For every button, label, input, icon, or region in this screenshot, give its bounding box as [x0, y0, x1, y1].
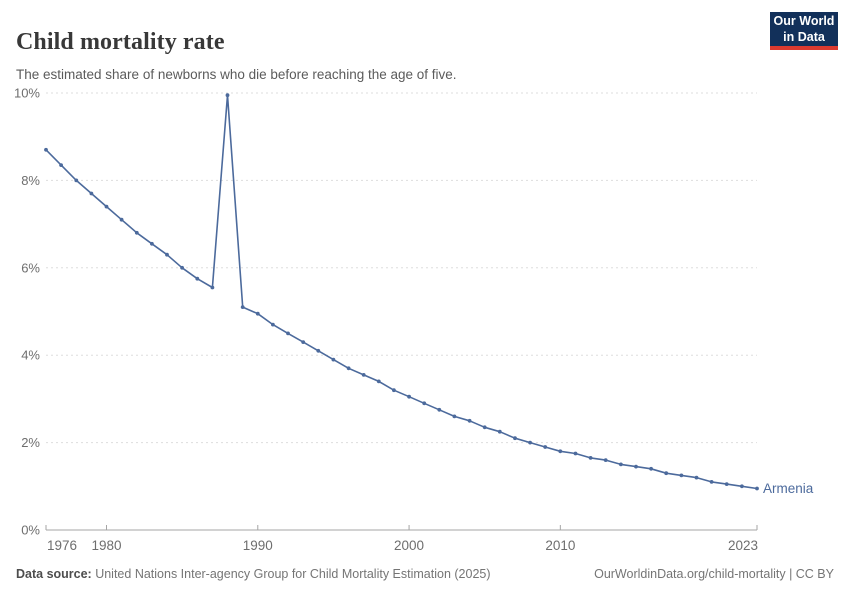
data-point-marker — [74, 178, 79, 183]
data-point-marker — [679, 473, 684, 478]
owid-logo-line1: Our World — [773, 13, 835, 28]
data-point-marker — [709, 480, 714, 484]
y-axis-tick-label: 4% — [21, 348, 40, 363]
data-point-marker — [134, 230, 139, 235]
data-point-marker — [513, 436, 517, 441]
data-point-marker — [150, 241, 154, 246]
data-point-marker — [664, 471, 669, 476]
data-point-marker — [634, 464, 638, 469]
data-point-marker — [225, 93, 230, 98]
data-point-marker — [437, 407, 442, 412]
data-point-marker — [180, 265, 185, 270]
data-point-marker — [240, 305, 245, 309]
data-point-marker — [558, 449, 563, 454]
data-point-marker — [59, 163, 63, 168]
data-point-marker — [619, 462, 623, 467]
chart-footer: Data source: United Nations Inter-agency… — [0, 567, 850, 581]
data-point-marker — [195, 276, 200, 281]
x-axis-tick-label: 2010 — [545, 538, 575, 553]
series-line — [45, 94, 758, 490]
data-point-marker — [376, 379, 381, 384]
data-point-marker — [467, 418, 472, 423]
data-point-marker — [497, 429, 502, 434]
data-point-marker — [104, 204, 109, 209]
data-point-marker — [452, 414, 457, 419]
data-point-marker — [44, 147, 48, 152]
x-axis-tick-label: 2023 — [728, 538, 758, 553]
license-link[interactable]: OurWorldinData.org/child-mortality | CC … — [594, 567, 834, 581]
data-point-marker — [528, 440, 532, 445]
y-axis-tick-label: 6% — [21, 260, 40, 275]
x-axis-tick-label: 1976 — [47, 538, 77, 553]
data-point-marker — [346, 366, 351, 371]
data-point-marker — [119, 217, 124, 222]
data-point-marker — [301, 340, 306, 344]
data-source-text: United Nations Inter-agency Group for Ch… — [91, 567, 491, 581]
y-axis-tick-label: 0% — [21, 523, 40, 538]
data-point-marker — [165, 252, 169, 257]
data-point-marker — [740, 484, 744, 489]
data-point-marker — [755, 486, 759, 491]
data-source-label: Data source: — [16, 567, 92, 581]
data-point-marker — [588, 456, 593, 460]
data-point-marker — [603, 458, 608, 462]
data-point-marker — [694, 475, 699, 480]
data-point-marker — [422, 401, 427, 406]
data-point-marker — [649, 466, 653, 471]
data-point-marker — [271, 322, 275, 327]
y-axis-tick-label: 2% — [21, 435, 40, 450]
chart-subtitle: The estimated share of newborns who die … — [16, 66, 457, 82]
data-point-marker — [573, 451, 578, 456]
data-point-marker — [392, 388, 396, 393]
series-label: Armenia — [763, 481, 814, 496]
data-point-marker — [361, 373, 366, 377]
data-point-marker — [407, 394, 411, 399]
y-axis-tick-label: 8% — [21, 173, 40, 188]
data-point-marker — [286, 331, 290, 336]
data-point-marker — [210, 285, 215, 290]
data-point-marker — [255, 311, 260, 316]
data-point-marker — [543, 445, 548, 449]
data-point-marker — [724, 482, 729, 486]
data-point-marker — [331, 357, 336, 362]
x-axis-tick-label: 1990 — [243, 538, 273, 553]
y-axis-tick-label: 10% — [14, 86, 40, 101]
x-axis-tick-label: 2000 — [394, 538, 424, 553]
data-source-note: Data source: United Nations Inter-agency… — [16, 567, 491, 581]
owid-logo[interactable]: Our World in Data — [770, 12, 838, 50]
x-axis-tick-label: 1980 — [91, 538, 121, 553]
data-point-marker — [482, 425, 487, 430]
data-point-marker — [89, 191, 94, 196]
data-point-marker — [316, 348, 321, 353]
owid-logo-line2: in Data — [783, 30, 825, 44]
page-title: Child mortality rate — [16, 29, 225, 56]
